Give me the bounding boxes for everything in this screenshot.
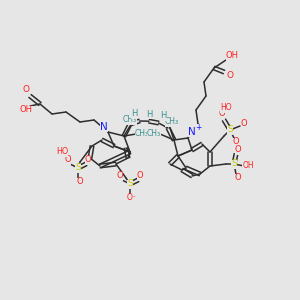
Text: OH: OH (242, 161, 254, 170)
Text: O: O (65, 155, 71, 164)
Text: O: O (241, 119, 247, 128)
Text: CH₃: CH₃ (147, 130, 161, 139)
Text: S: S (231, 160, 237, 169)
Text: O: O (77, 178, 83, 187)
Text: O: O (226, 71, 233, 80)
Text: O: O (137, 172, 143, 181)
Text: O: O (117, 172, 123, 181)
Text: OH: OH (226, 52, 238, 61)
Text: H: H (131, 110, 138, 118)
Text: +: + (195, 124, 201, 133)
Text: O⁻: O⁻ (127, 194, 137, 202)
Text: O: O (85, 155, 91, 164)
Text: S: S (75, 164, 81, 172)
Text: CH₃: CH₃ (165, 118, 179, 127)
Text: O: O (235, 173, 241, 182)
Text: HO: HO (220, 103, 232, 112)
Text: N: N (188, 127, 196, 137)
Text: O: O (233, 137, 239, 146)
Text: CH₃: CH₃ (135, 130, 149, 139)
Text: S: S (127, 179, 133, 188)
Text: HO: HO (56, 148, 68, 157)
Text: S: S (227, 125, 233, 134)
Text: O: O (22, 85, 29, 94)
Text: O: O (235, 146, 241, 154)
Text: H: H (160, 112, 167, 121)
Text: CH₃: CH₃ (123, 116, 137, 124)
Text: OH: OH (20, 106, 32, 115)
Text: N: N (100, 122, 108, 132)
Text: H: H (146, 110, 152, 119)
Text: O: O (219, 110, 225, 118)
